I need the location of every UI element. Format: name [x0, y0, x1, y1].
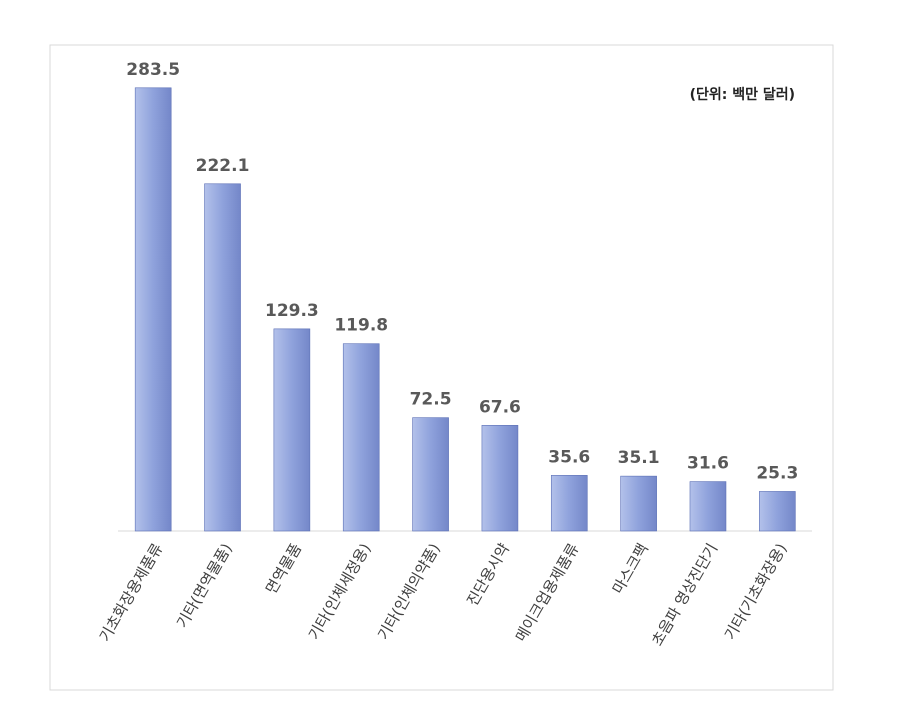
- bar: [759, 491, 796, 532]
- chart-border: [49, 44, 834, 691]
- bar: [134, 87, 172, 532]
- bar: [342, 343, 380, 532]
- bar: [481, 425, 519, 532]
- value-label: 31.6: [687, 454, 729, 474]
- bar: [273, 328, 311, 532]
- bar: [620, 475, 657, 532]
- value-label: 72.5: [410, 390, 452, 410]
- bar: [204, 183, 241, 532]
- value-label: 129.3: [265, 301, 319, 321]
- bar: [550, 475, 588, 532]
- value-label: 35.1: [618, 448, 660, 468]
- value-label: 67.6: [479, 397, 521, 417]
- value-label: 222.1: [196, 156, 250, 176]
- value-label: 25.3: [756, 463, 798, 483]
- unit-annotation: (단위: 백만 달러): [690, 86, 795, 103]
- value-label: 119.8: [334, 316, 388, 336]
- bar: [412, 417, 449, 532]
- value-label: 35.6: [548, 447, 590, 467]
- value-label: 283.5: [126, 60, 180, 80]
- bar: [689, 481, 727, 532]
